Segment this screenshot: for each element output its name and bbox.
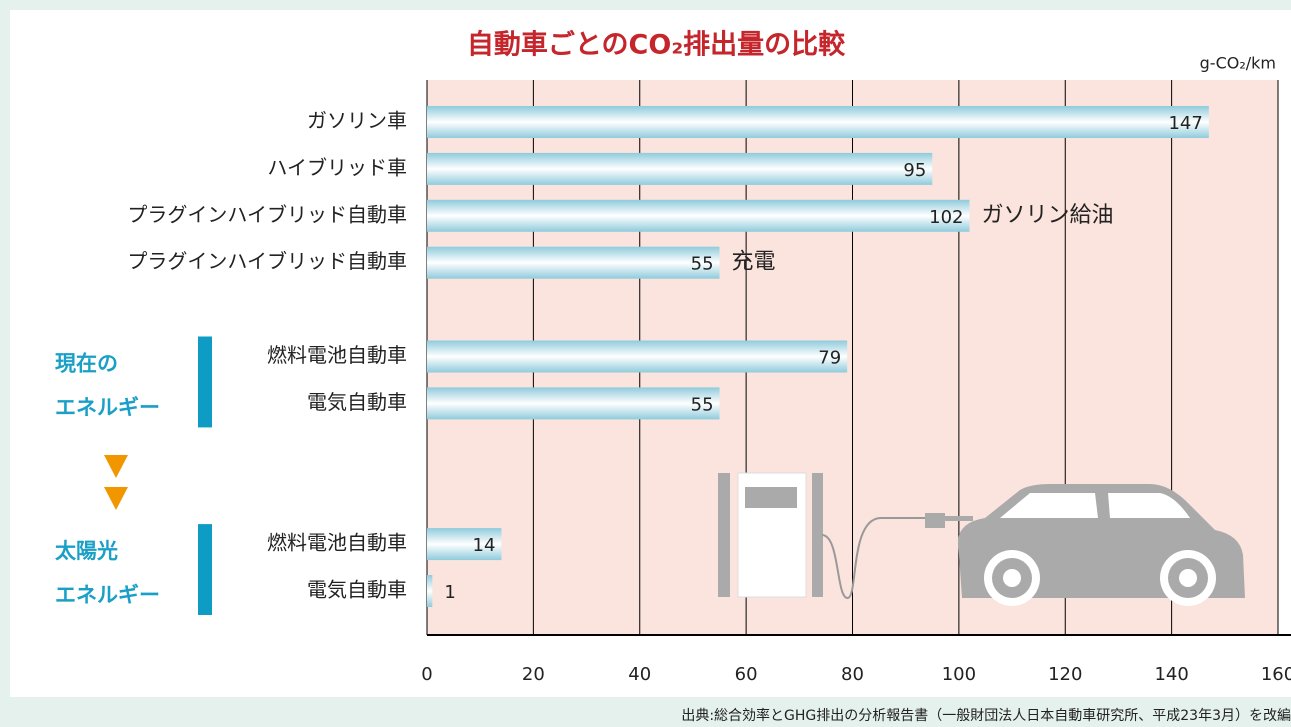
- pump-post: [718, 473, 730, 597]
- plug: [925, 513, 945, 528]
- y-tick-label: プラグインハイブリッド自動車: [127, 202, 407, 226]
- group-bar: [198, 337, 212, 428]
- y-tick-label: プラグインハイブリッド自動車: [127, 249, 407, 273]
- page: {"chart_data": { "type": "bar", "orienta…: [0, 0, 1291, 727]
- unit-label: g-CO₂/km: [1200, 54, 1276, 73]
- value-label: 79: [818, 348, 841, 369]
- y-tick-label: 電気自動車: [307, 578, 407, 602]
- value-label: 147: [1168, 113, 1202, 134]
- pump-screen: [745, 487, 797, 508]
- annotation: ガソリン給油: [982, 203, 1114, 228]
- value-label: 95: [903, 160, 926, 181]
- group-label: 太陽光: [55, 539, 118, 563]
- pump-post: [812, 473, 823, 597]
- group-label: エネルギー: [55, 396, 160, 420]
- chart-title: 自動車ごとのCO₂排出量の比較: [467, 29, 846, 61]
- group-label: エネルギー: [55, 583, 160, 607]
- bar: [427, 575, 432, 607]
- y-tick-label: 電気自動車: [307, 390, 407, 414]
- group-label: 現在の: [55, 352, 118, 376]
- bar: [427, 247, 720, 279]
- x-tick-label: 40: [628, 664, 651, 685]
- x-tick-label: 120: [1048, 664, 1082, 685]
- x-tick-label: 0: [421, 664, 432, 685]
- plug-tip: [943, 516, 973, 521]
- chart: 自動車ごとのCO₂排出量の比較 g-CO₂/km 出典:総合効率とGHG排出の分…: [0, 0, 1291, 727]
- y-tick-label: ガソリン車: [307, 109, 407, 133]
- source: 出典:総合効率とGHG排出の分析報告書（一般財団法人日本自動車研究所、平成23年…: [681, 707, 1291, 724]
- y-tick-label: ハイブリッド車: [267, 155, 407, 179]
- group-bar: [198, 524, 212, 615]
- value-label: 14: [473, 535, 496, 556]
- bar: [427, 387, 720, 419]
- x-tick-label: 140: [1154, 664, 1188, 685]
- value-label: 102: [929, 207, 963, 228]
- bar: [427, 153, 932, 185]
- car-window: [1000, 493, 1190, 518]
- bar: [427, 200, 970, 232]
- bar: [427, 106, 1209, 138]
- y-tick-label: 燃料電池自動車: [267, 343, 407, 367]
- bar: [427, 341, 847, 373]
- x-tick-label: 20: [522, 664, 545, 685]
- x-tick-label: 80: [841, 664, 864, 685]
- value-label: 55: [691, 254, 714, 275]
- x-tick-label: 160: [1261, 664, 1291, 685]
- value-label: 1: [444, 582, 455, 603]
- x-tick-label: 60: [735, 664, 758, 685]
- x-tick-label: 100: [942, 664, 976, 685]
- value-label: 55: [691, 394, 714, 415]
- annotation: 充電: [732, 250, 776, 275]
- y-tick-label: 燃料電池自動車: [267, 531, 407, 555]
